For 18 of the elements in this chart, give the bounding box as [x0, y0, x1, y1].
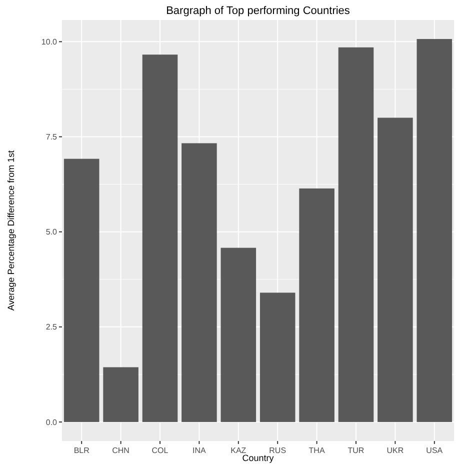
y-axis-title: Average Percentage Difference from 1st — [6, 150, 16, 311]
y-tick-label: 0.0 — [46, 418, 58, 427]
x-tick-label: BLR — [74, 446, 90, 455]
x-tick-label: RUS — [269, 446, 286, 455]
x-tick-label: KAZ — [230, 446, 246, 455]
x-tick-label: INA — [192, 446, 207, 455]
chart-title: Bargraph of Top performing Countries — [166, 5, 350, 17]
x-tick-label: USA — [426, 446, 444, 455]
y-tick-label: 7.5 — [46, 132, 58, 142]
x-tick-label: TUR — [348, 446, 364, 455]
y-tick-label: 5.0 — [46, 228, 58, 237]
x-tick-label: UKR — [386, 446, 404, 455]
x-axis-title: Country — [242, 453, 274, 463]
y-tick-label: 2.5 — [46, 322, 58, 332]
x-tick-label: CHN — [112, 446, 130, 455]
y-tick-label: 10.0 — [41, 37, 58, 46]
x-tick-label: THA — [308, 446, 326, 455]
x-tick-label: COL — [152, 446, 169, 455]
